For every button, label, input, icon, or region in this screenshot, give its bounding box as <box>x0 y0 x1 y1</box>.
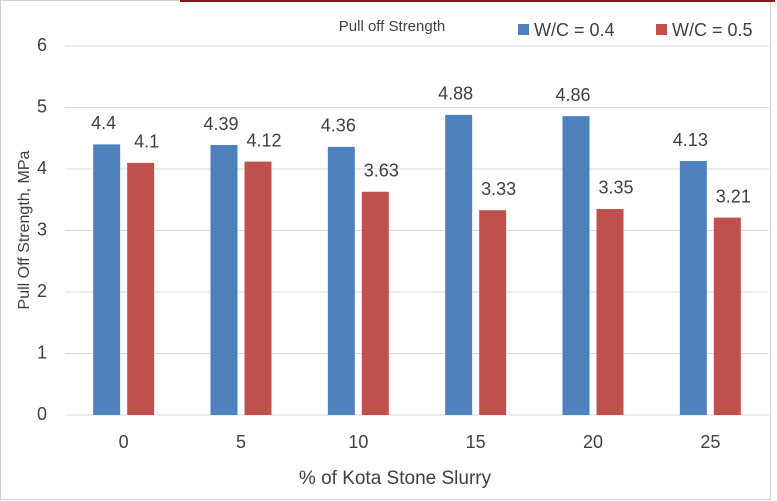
y-tick-label: 6 <box>37 35 47 55</box>
data-label: 4.86 <box>555 85 590 105</box>
y-tick-label: 1 <box>37 342 47 362</box>
data-label: 4.13 <box>673 130 708 150</box>
legend-label: W/C = 0.4 <box>534 20 615 40</box>
y-tick-label: 5 <box>37 96 47 116</box>
x-axis-label: % of Kota Stone Slurry <box>299 468 492 489</box>
bar <box>327 146 355 416</box>
bar <box>713 217 741 415</box>
data-label: 4.1 <box>134 132 159 152</box>
legend-swatch <box>656 24 667 35</box>
bar <box>562 116 590 416</box>
x-tick-label: 10 <box>348 432 368 452</box>
data-label: 3.35 <box>598 178 633 198</box>
data-label: 4.4 <box>91 113 116 133</box>
data-label: 4.36 <box>321 116 356 136</box>
x-tick-label: 25 <box>700 432 720 452</box>
bar <box>127 162 155 415</box>
data-label: 4.12 <box>246 130 281 150</box>
bar <box>244 161 272 415</box>
y-tick-label: 0 <box>37 404 47 424</box>
x-tick-label: 20 <box>583 432 603 452</box>
bar <box>93 144 121 415</box>
x-tick-label: 0 <box>119 432 129 452</box>
x-tick-label: 15 <box>466 432 486 452</box>
legend-label: W/C = 0.5 <box>672 20 753 40</box>
y-axis-label: Pull Off Strength, MPa <box>16 150 33 309</box>
data-label: 3.33 <box>481 179 516 199</box>
y-tick-label: 4 <box>37 158 47 178</box>
data-label: 3.21 <box>716 186 751 206</box>
bar <box>479 210 507 415</box>
data-label: 4.88 <box>438 84 473 104</box>
bar <box>596 208 624 415</box>
data-label: 3.63 <box>364 161 399 181</box>
bar <box>361 191 389 415</box>
bar <box>445 114 473 415</box>
bar <box>210 145 238 415</box>
x-tick-label: 5 <box>236 432 246 452</box>
y-tick-label: 3 <box>37 219 47 239</box>
chart-title: Pull off Strength <box>339 18 445 35</box>
y-tick-label: 2 <box>37 281 47 301</box>
legend-swatch <box>518 24 529 35</box>
bar <box>679 161 707 415</box>
data-label: 4.39 <box>203 114 238 134</box>
